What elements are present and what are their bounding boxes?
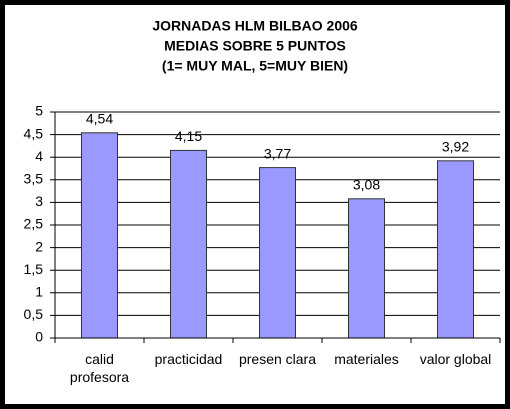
bar: [170, 149, 207, 339]
x-tick-label: presen clara: [238, 351, 317, 367]
bar: [259, 167, 296, 339]
y-tick-label: 2,5: [24, 216, 44, 232]
y-tick-label: 4,5: [24, 125, 44, 141]
chart-title: MEDIAS SOBRE 5 PUNTOS: [164, 38, 346, 54]
value-label: 3,92: [442, 139, 469, 155]
y-tick-label: 3: [35, 193, 43, 209]
x-tick-label: valor global: [419, 351, 492, 367]
y-tick-label: 2: [35, 238, 43, 254]
chart-title: JORNADAS HLM BILBAO 2006: [152, 18, 358, 34]
value-label: 3,77: [264, 145, 291, 161]
x-tick-label: calid profesora: [69, 351, 130, 385]
x-tick-label: materiales: [334, 351, 399, 367]
y-tick-label: 0: [35, 329, 43, 345]
y-tick-label: 1: [35, 284, 43, 300]
bar: [348, 198, 385, 339]
y-tick-label: 4: [35, 148, 43, 164]
bar: [81, 132, 118, 339]
y-tick-label: 0,5: [24, 306, 44, 322]
y-tick-label: 3,5: [24, 171, 44, 187]
y-tick-label: 5: [35, 103, 43, 119]
x-tick-label: practicidad: [154, 351, 223, 367]
value-label: 4,54: [86, 110, 113, 126]
bar: [437, 160, 474, 339]
y-tick-label: 1,5: [24, 261, 44, 277]
value-label: 3,08: [353, 176, 380, 192]
chart-title: (1= MUY MAL, 5=MUY BIEN): [162, 58, 348, 74]
value-label: 4,15: [175, 128, 202, 144]
